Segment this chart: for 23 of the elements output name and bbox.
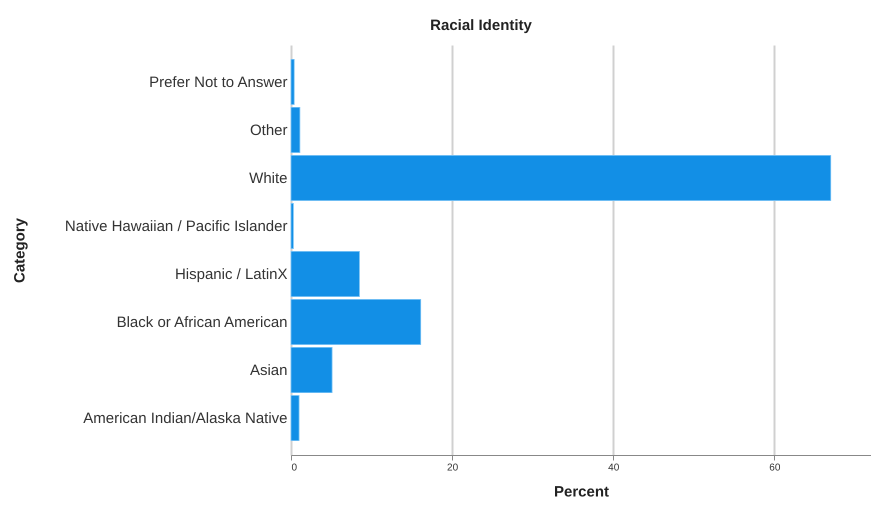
y-tick-label: Hispanic / LatinX [174, 266, 288, 284]
y-tick-label: American Indian/Alaska Native [83, 410, 288, 428]
x-tick-label: 20 [447, 462, 459, 474]
y-tick-label: Other [250, 122, 288, 139]
bar [290, 251, 360, 297]
x-tick-label: 60 [769, 462, 781, 474]
x-tick-label: 40 [608, 462, 620, 474]
bar [290, 155, 832, 201]
bar [290, 59, 295, 105]
chart-title: Racial Identity [430, 17, 533, 34]
y-tick-label: Native Hawaiian / Pacific Islander [64, 218, 288, 235]
x-tick-label: 0 [292, 462, 298, 474]
bar [290, 347, 332, 393]
y-axis-title: Category [12, 217, 28, 284]
bar [290, 107, 300, 153]
y-tick-label: White [249, 170, 288, 187]
y-tick-label: Black or African American [116, 314, 288, 332]
x-axis-title: Percent [554, 484, 610, 500]
bar [290, 395, 300, 441]
bar [290, 203, 294, 249]
y-tick-label: Asian [250, 362, 288, 380]
bar [290, 299, 422, 345]
y-tick-label: Prefer Not to Answer [149, 74, 288, 91]
